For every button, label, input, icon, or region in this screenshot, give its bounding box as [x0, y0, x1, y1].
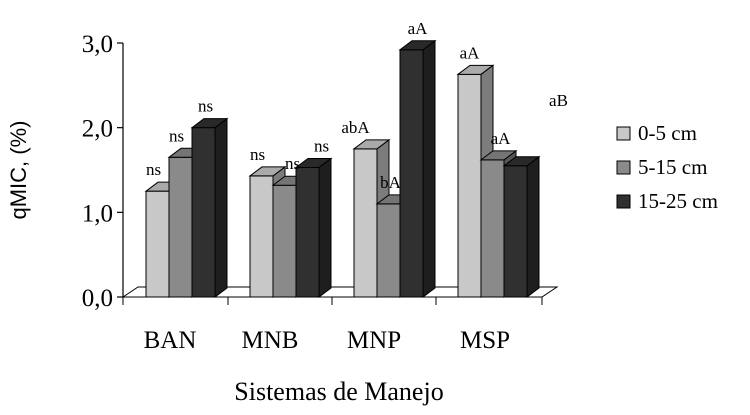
bar-side	[318, 157, 332, 298]
y-axis: 0,0 1,0 2,0 3,0	[82, 31, 124, 312]
bar-top	[248, 166, 287, 177]
bar-side	[214, 117, 228, 298]
x-tick-label: MNB	[242, 327, 299, 354]
data-label: ns	[146, 160, 161, 179]
bar-front	[376, 203, 401, 298]
bar-top	[479, 150, 518, 161]
legend-label: 0-5 cm	[638, 121, 697, 145]
bar-side	[422, 39, 436, 298]
legend-item: 0-5 cm	[616, 121, 697, 145]
legend: 0-5 cm 5-15 cm 15-25 cm	[616, 121, 718, 213]
data-label: ns	[198, 97, 213, 116]
data-label: bA	[380, 173, 402, 192]
bar	[294, 157, 333, 298]
bar-front	[457, 73, 482, 298]
bar-front	[353, 148, 378, 298]
legend-swatch	[616, 126, 631, 141]
x-tick-label: MSP	[460, 327, 510, 354]
data-label: ns	[169, 126, 184, 145]
data-label: abA	[341, 118, 370, 137]
bar-front	[249, 175, 274, 298]
legend-swatch	[616, 194, 631, 209]
bar-top	[398, 40, 437, 51]
legend-label: 5-15 cm	[638, 155, 707, 179]
x-tick-label: MNP	[347, 327, 401, 354]
bar-top	[190, 118, 229, 129]
data-label: aB	[549, 91, 568, 110]
bar	[190, 117, 229, 298]
bar-front	[503, 165, 528, 298]
data-label: ns	[285, 154, 300, 173]
y-tick-label: 2,0	[82, 116, 113, 143]
bar-front	[399, 49, 424, 298]
x-axis-ticks: BAN MNB MNP MSP	[122, 296, 543, 354]
y-tick-label: 1,0	[82, 200, 113, 227]
bar-front	[272, 184, 297, 298]
y-axis-title: qMIC, (%)	[6, 121, 31, 220]
data-label: aA	[408, 19, 429, 38]
bar-front	[145, 190, 170, 298]
bar-front	[295, 166, 320, 298]
legend-swatch	[616, 160, 631, 175]
data-label: ns	[250, 145, 265, 164]
bar-front	[168, 156, 193, 298]
x-tick-label: BAN	[144, 327, 197, 354]
legend-label: 15-25 cm	[638, 189, 718, 213]
bars	[144, 39, 541, 298]
data-label: ns	[314, 136, 329, 155]
bar-front	[191, 127, 216, 298]
bar-top	[352, 139, 391, 150]
bar-top	[502, 156, 541, 167]
x-axis-title: Sistemas de Manejo	[234, 377, 443, 406]
data-label: aA	[491, 129, 512, 148]
bar-top	[456, 64, 495, 75]
bar-front	[480, 159, 505, 298]
y-tick-label: 0,0	[82, 285, 113, 312]
legend-item: 15-25 cm	[616, 189, 718, 213]
data-label: aA	[460, 43, 481, 62]
bar-top	[294, 157, 333, 168]
y-tick-label: 3,0	[82, 31, 113, 58]
bar	[398, 39, 437, 298]
legend-item: 5-15 cm	[616, 155, 707, 179]
bar	[502, 155, 541, 298]
bar-side	[526, 155, 540, 298]
